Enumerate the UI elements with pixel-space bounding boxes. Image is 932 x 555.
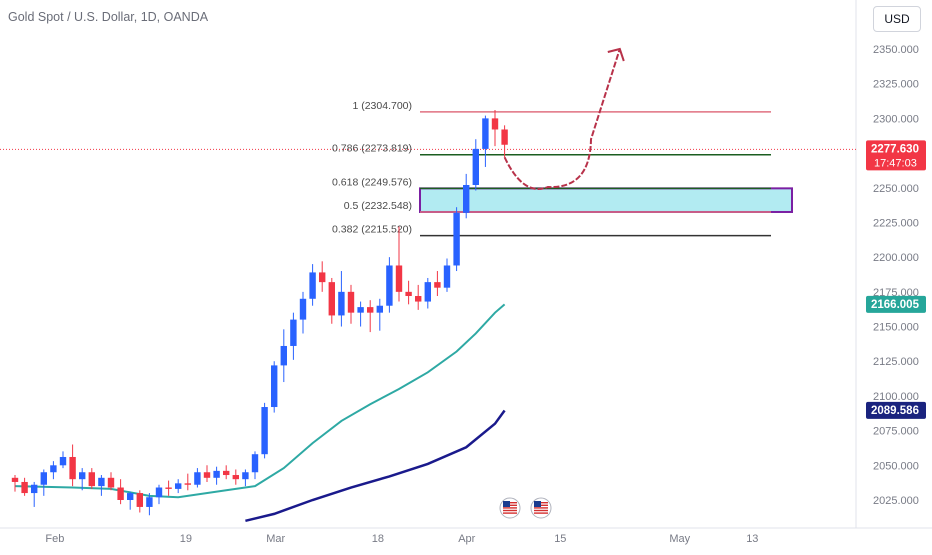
- currency-button[interactable]: USD: [873, 6, 921, 32]
- candle-body: [261, 407, 268, 455]
- candle-body: [443, 265, 451, 288]
- candle-body: [463, 184, 470, 213]
- y-tick-label: 2025.000: [873, 495, 919, 507]
- candle-body: [232, 475, 239, 480]
- us-flag-event-icon[interactable]: [530, 497, 552, 519]
- x-tick-label: 18: [372, 533, 384, 545]
- candle-body: [338, 291, 345, 316]
- x-tick-label: May: [669, 533, 690, 545]
- fib-level-label: 0.786 (2273.819): [332, 143, 412, 155]
- price-tag-countdown: 17:47:03: [874, 157, 917, 169]
- candle-body: [395, 265, 403, 292]
- candle-body: [367, 307, 374, 313]
- candle-body: [146, 497, 153, 507]
- candle-body: [482, 118, 489, 149]
- fib-level-label: 0.382 (2215.520): [332, 224, 412, 236]
- support-zone[interactable]: [419, 187, 793, 213]
- candle-body: [175, 483, 182, 489]
- candle-body: [376, 305, 383, 313]
- candle-body: [127, 493, 134, 500]
- candle-body: [415, 296, 422, 302]
- candle-body: [40, 472, 47, 485]
- x-tick-label: 13: [746, 533, 758, 545]
- y-tick-label: 2200.000: [873, 252, 919, 264]
- candle-body: [69, 456, 76, 480]
- candle-body: [328, 282, 335, 316]
- candle-body: [424, 282, 431, 302]
- y-tick-label: 2225.000: [873, 217, 919, 229]
- projection-arrowhead: [607, 47, 625, 62]
- candle-body: [194, 472, 201, 485]
- candle-body: [117, 487, 124, 500]
- candle-body: [386, 265, 393, 306]
- x-tick-label: 19: [180, 533, 192, 545]
- candle-body: [203, 472, 211, 478]
- price-tag: [866, 401, 926, 419]
- candle-body: [251, 454, 259, 473]
- y-tick-label: 2150.000: [873, 322, 919, 334]
- candle-body: [79, 472, 86, 480]
- y-tick-label: 2075.000: [873, 426, 919, 438]
- candle-body: [242, 472, 249, 480]
- fib-level-label: 0.618 (2249.576): [332, 176, 412, 188]
- candle-body: [453, 212, 460, 266]
- candle-body: [98, 477, 105, 487]
- candle-body: [31, 484, 38, 494]
- y-tick-label: 2350.000: [873, 44, 919, 56]
- candle-body: [107, 477, 115, 488]
- fib-level-label: 1 (2304.700): [352, 100, 412, 112]
- y-tick-label: 2325.000: [873, 79, 919, 91]
- candle-body: [280, 345, 287, 366]
- candle-body: [88, 472, 95, 487]
- candle-body: [50, 465, 57, 473]
- price-tag: [866, 295, 926, 313]
- candle-body: [165, 487, 172, 489]
- candle-body: [155, 487, 163, 498]
- x-tick-label: Apr: [458, 533, 475, 545]
- x-tick-label: Feb: [45, 533, 64, 545]
- projection-arrow[interactable]: [503, 48, 621, 190]
- candle-body: [501, 129, 508, 145]
- price-tag-value: 2277.630: [871, 143, 919, 155]
- y-tick-label: 2100.000: [873, 391, 919, 403]
- candle-body: [184, 483, 191, 485]
- candle-body: [491, 118, 499, 130]
- candle-body: [223, 470, 230, 476]
- moving-average-fast: [14, 303, 506, 499]
- candle-body: [309, 272, 316, 299]
- price-tag: [866, 140, 926, 171]
- candle-body: [59, 456, 67, 466]
- price-tag-value: 2089.586: [871, 405, 919, 417]
- x-tick-label: 15: [554, 533, 566, 545]
- candle-body: [290, 319, 297, 346]
- price-tag-value: 2166.005: [871, 299, 920, 311]
- candle-body: [21, 481, 28, 494]
- us-flag-event-icon[interactable]: [499, 497, 521, 519]
- candle-body: [136, 493, 143, 507]
- candle-body: [347, 291, 355, 313]
- moving-average-slow: [245, 409, 506, 523]
- candle-body: [299, 298, 307, 320]
- y-tick-label: 2050.000: [873, 460, 919, 472]
- candle-body: [11, 477, 19, 482]
- y-tick-label: 2300.000: [873, 113, 919, 125]
- candle-body: [319, 272, 326, 283]
- fib-level-label: 0.5 (2232.548): [344, 200, 412, 212]
- y-tick-label: 2125.000: [873, 356, 919, 368]
- candle-body: [357, 307, 364, 313]
- candle-body: [405, 291, 412, 297]
- candle-body: [434, 282, 441, 288]
- chart-title: Gold Spot / U.S. Dollar, 1D, OANDA: [8, 10, 209, 24]
- candle-body: [472, 148, 479, 185]
- y-tick-label: 2250.000: [873, 183, 919, 195]
- x-tick-label: Mar: [266, 533, 285, 545]
- candle-body: [271, 365, 278, 408]
- candle-body: [213, 470, 220, 478]
